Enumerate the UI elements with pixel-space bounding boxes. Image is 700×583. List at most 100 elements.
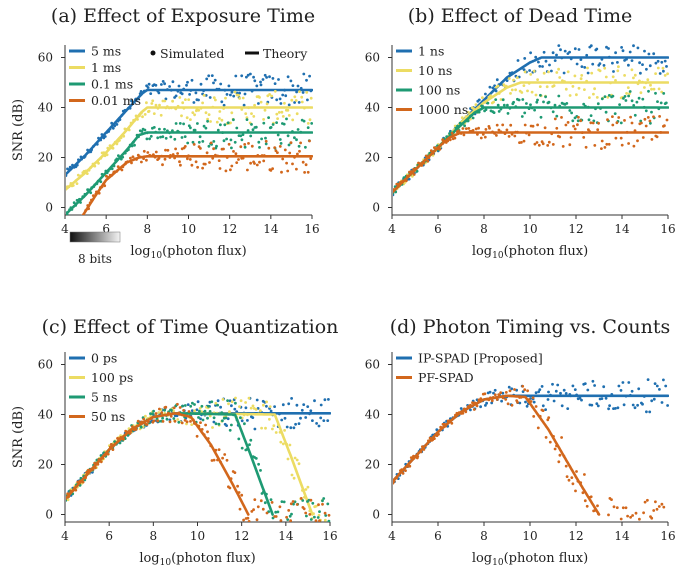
simulated-point [504,398,508,401]
simulated-point [240,446,244,450]
simulated-point [310,122,313,125]
simulated-point [493,393,497,397]
simulated-point [650,87,653,91]
simulated-point [304,416,308,419]
x-axis-label-base: log [472,551,492,566]
simulated-point [292,476,296,480]
simulated-point [204,126,208,130]
x-axis-label-base: log [139,551,159,566]
simulated-point [259,80,262,84]
simulated-point [291,162,294,166]
simulated-point [585,504,589,508]
simulated-point [146,86,150,89]
simulated-point [183,404,187,407]
simulated-point [306,405,310,408]
simulated-point [484,108,488,111]
simulated-point [483,135,487,139]
simulated-point [202,124,206,128]
simulated-point [643,86,646,89]
simulated-point [626,514,629,518]
simulated-point [252,75,256,79]
simulated-point [642,511,645,515]
simulated-point [555,126,559,130]
simulated-point [303,171,306,174]
simulated-point [294,422,297,426]
simulated-point [145,101,148,105]
simulated-point [116,165,120,169]
simulated-point [611,123,615,127]
legend: 5 ms1 ms 0.1 ms0.01 ms Simulated Theory [69,44,308,108]
simulated-point [232,94,236,98]
simulated-point [583,382,587,385]
simulated-point [617,65,620,69]
y-tick-label: 20 [38,458,53,472]
simulated-point [576,119,580,123]
simulated-point [648,410,652,414]
simulated-point [537,390,541,394]
simulated-point [606,95,610,99]
simulated-point [577,48,581,51]
simulated-point [208,161,211,164]
simulated-point [111,448,115,451]
simulated-point [271,77,275,80]
y-tick-label: 60 [38,358,53,372]
simulated-point [190,163,194,167]
simulated-point [532,69,536,73]
simulated-point [244,112,248,115]
simulated-point [628,90,632,93]
simulated-point [183,135,187,139]
simulated-point [197,416,200,419]
simulated-point [618,103,621,106]
simulated-point [641,97,645,101]
simulated-point [241,133,245,137]
simulated-point [623,119,626,122]
simulated-point [226,399,230,402]
x-tick-label: 10 [190,529,205,543]
simulated-point [163,408,167,412]
y-axis-label: SNR (dB) [11,99,26,161]
simulated-point [541,404,545,408]
simulated-point [591,62,595,66]
simulated-point [583,473,586,476]
simulated-point [639,71,642,75]
simulated-point [605,142,609,146]
simulated-point [246,419,249,422]
simulated-point [161,163,164,167]
simulated-point [194,160,198,164]
simulated-point [641,63,644,66]
simulated-point [270,94,274,98]
simulated-point [655,135,659,139]
simulated-point [212,81,215,85]
simulated-point [222,103,226,107]
simulated-point [552,399,556,403]
simulated-point [521,390,525,393]
simulated-point [226,121,230,125]
simulated-point [532,400,536,404]
simulated-point [552,84,556,88]
simulated-point [276,117,279,120]
simulated-point [644,124,648,128]
simulated-point [630,99,634,103]
simulated-point [602,64,606,67]
simulated-point [230,146,233,150]
simulated-point [187,98,191,101]
simulated-point [180,136,184,139]
simulated-point [530,90,534,94]
simulated-point [242,103,246,107]
simulated-point [252,115,256,118]
simulated-point [234,152,238,156]
simulated-point [462,133,466,137]
simulated-point [520,91,524,94]
simulated-point [206,117,210,121]
simulated-point [291,500,295,503]
simulated-point [583,499,587,503]
simulated-point [269,169,273,172]
simulated-point [586,388,590,392]
y-tick-label: 40 [365,101,380,115]
simulated-point [534,93,538,97]
simulated-point [219,82,223,86]
simulated-point [571,384,575,388]
simulated-point [185,116,189,120]
simulated-point [173,137,177,141]
simulated-point [539,115,543,119]
